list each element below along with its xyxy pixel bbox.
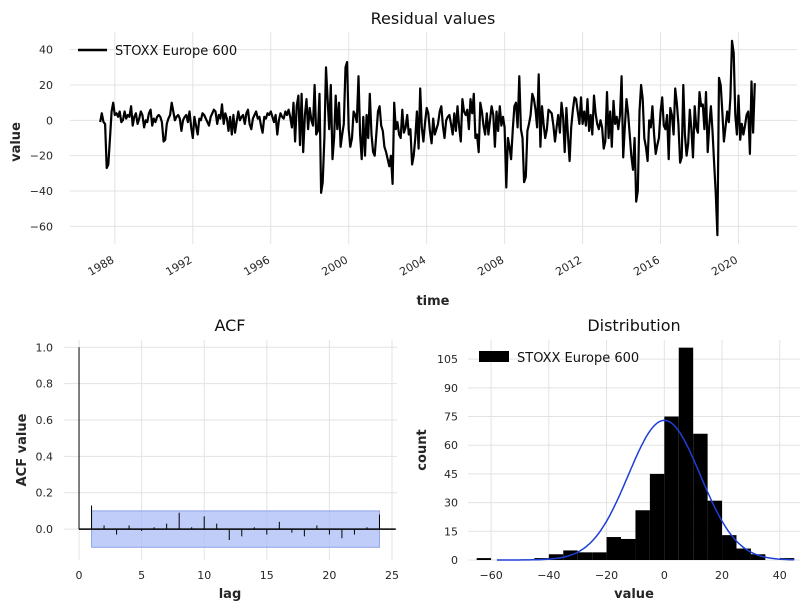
distribution-x-tick-label: −40 [537, 569, 560, 582]
acf-x-tick-label: 10 [197, 569, 211, 582]
distribution-histogram-bar [548, 554, 564, 560]
distribution-legend-swatch [479, 351, 509, 362]
distribution-y-tick-label: 0 [451, 554, 458, 567]
distribution-ticks: −60 −40 −20 0 20 40 0 15 30 45 60 75 90 105 [437, 353, 787, 582]
residual-values-y-tick-label: 0 [46, 114, 53, 127]
distribution-grid [468, 340, 800, 561]
residual-values-x-tick-label: 1996 [242, 253, 273, 278]
distribution-histogram-bar [621, 538, 636, 560]
residual-values-title: Residual values [371, 9, 496, 28]
distribution-histogram-bar [606, 537, 622, 560]
residual-values-panel: Residual values value time 1988 1992 1996 2… [9, 9, 797, 309]
distribution-x-tick-label: −20 [595, 569, 618, 582]
acf-ticks: 0 5 10 15 20 25 0.0 0.2 0.4 0.6 0.8 1.0 [36, 341, 399, 582]
residual-values-ylabel: value [9, 122, 24, 162]
distribution-histogram-bar [649, 473, 665, 560]
distribution-histogram-bar [722, 535, 737, 560]
residual-values-x-tick-label: 1988 [86, 253, 117, 278]
acf-y-tick-label: 0.4 [36, 450, 54, 463]
residual-values-x-tick-label: 2004 [397, 253, 428, 278]
residual-values-series-line [99, 39, 756, 237]
distribution-histogram-bar [707, 500, 723, 560]
acf-ylabel: ACF value [15, 413, 30, 486]
distribution-x-tick-label: 40 [773, 569, 787, 582]
distribution-histogram-bar [476, 558, 492, 560]
distribution-ylabel: count [415, 429, 430, 470]
distribution-y-tick-label: 60 [444, 439, 458, 452]
distribution-legend-label: STOXX Europe 600 [517, 351, 639, 366]
residual-values-x-tick-label: 2000 [319, 253, 350, 278]
acf-y-tick-label: 0.2 [36, 487, 54, 500]
residual-values-xlabel: time [416, 294, 449, 309]
residual-values-x-tick-label: 1992 [164, 253, 195, 278]
distribution-y-tick-label: 75 [444, 411, 458, 424]
distribution-histogram-bar [592, 552, 607, 560]
residual-values-y-tick-label: 20 [39, 79, 53, 92]
acf-panel: ACF ACF value lag 0 5 10 15 20 25 0.0 0.2 0.4 0.6… [15, 316, 399, 602]
acf-title: ACF [214, 316, 245, 335]
acf-x-tick-label: 5 [138, 569, 145, 582]
distribution-x-tick-label: −60 [479, 569, 502, 582]
distribution-y-tick-label: 30 [444, 497, 458, 510]
residual-values-y-tick-label: −60 [30, 220, 53, 233]
distribution-kde-curve [496, 419, 795, 561]
distribution-histogram-bar [750, 554, 766, 560]
acf-y-tick-label: 0.0 [36, 523, 54, 536]
distribution-x-tick-label: 20 [715, 569, 729, 582]
distribution-histogram-bar [678, 347, 694, 560]
acf-bars [78, 347, 380, 540]
distribution-y-tick-label: 45 [444, 468, 458, 481]
residual-values-legend: STOXX Europe 600 [78, 44, 237, 59]
distribution-y-tick-label: 15 [444, 525, 458, 538]
distribution-title: Distribution [587, 316, 680, 335]
distribution-x-tick-label: 0 [661, 569, 668, 582]
distribution-xlabel: value [614, 587, 654, 602]
acf-x-tick-label: 20 [322, 569, 336, 582]
distribution-panel: Distribution count value −60 −40 −20 0 20 40 0… [415, 316, 800, 602]
acf-xlabel: lag [219, 587, 242, 602]
acf-y-tick-label: 0.6 [36, 414, 54, 427]
residual-values-x-tick-label: 2020 [709, 253, 740, 278]
distribution-legend: STOXX Europe 600 [479, 351, 639, 366]
residual-values-x-tick-label: 2012 [553, 253, 584, 278]
residual-values-y-tick-label: 40 [39, 44, 53, 57]
acf-x-tick-label: 25 [385, 569, 399, 582]
residual-values-x-tick-label: 2008 [475, 253, 506, 278]
residual-values-legend-label: STOXX Europe 600 [115, 44, 237, 59]
distribution-histogram-bars [476, 347, 795, 560]
acf-y-tick-label: 0.8 [36, 378, 54, 391]
acf-x-tick-label: 15 [260, 569, 274, 582]
distribution-histogram-bar [664, 416, 679, 560]
residual-values-x-tick-label: 2016 [631, 253, 662, 278]
residual-values-y-tick-label: −40 [30, 185, 53, 198]
distribution-y-tick-label: 105 [437, 353, 458, 366]
distribution-y-tick-label: 90 [444, 382, 458, 395]
distribution-histogram-bar [577, 552, 593, 560]
acf-x-tick-label: 0 [76, 569, 83, 582]
residual-values-y-tick-label: −20 [30, 150, 53, 163]
acf-y-tick-label: 1.0 [36, 341, 54, 354]
distribution-histogram-bar [736, 548, 751, 560]
distribution-histogram-bar [693, 433, 708, 560]
distribution-histogram-bar [635, 510, 650, 560]
